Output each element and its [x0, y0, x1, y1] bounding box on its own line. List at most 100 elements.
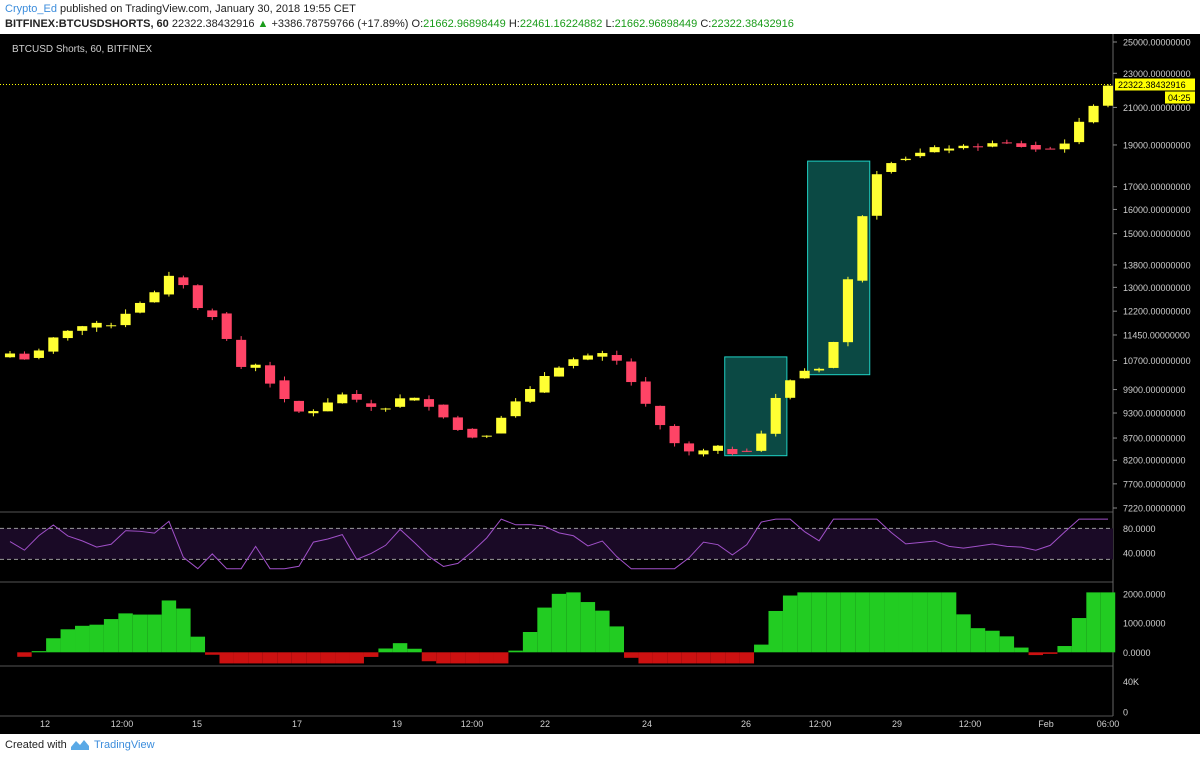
created-with-label: Created with	[5, 739, 67, 751]
histogram-bar	[710, 652, 726, 664]
y-tick-label: 13800.00000000	[1123, 260, 1191, 270]
candle-body	[568, 359, 579, 366]
y-tick-label: 16000.00000000	[1123, 205, 1191, 215]
histogram-bar	[551, 593, 567, 653]
price-chart[interactable]: 80.0000 40.0000 2000.0000 1000.0000 0.0000 4…	[0, 34, 1200, 734]
candle-body	[409, 397, 420, 401]
candle-body	[467, 428, 478, 438]
histogram-bar	[826, 592, 841, 653]
tradingview-brand[interactable]: TradingView	[94, 739, 155, 751]
y-tick-label: 11450.00000000	[1123, 330, 1190, 340]
candle-body	[351, 393, 362, 400]
histogram-bar	[75, 625, 90, 653]
rsi-band-fill	[0, 528, 1113, 560]
candle-body	[886, 163, 897, 172]
histogram-bar	[566, 592, 581, 653]
histogram-bar	[999, 636, 1015, 653]
candle-body	[496, 417, 507, 434]
histogram-bar	[1100, 592, 1116, 653]
candle-body	[48, 337, 59, 352]
histogram-bar	[378, 648, 393, 653]
candle-body	[337, 394, 348, 404]
candle-body	[842, 279, 854, 343]
candle-body	[1030, 144, 1041, 150]
histogram-bar	[262, 652, 278, 664]
candle-body	[221, 313, 232, 339]
candle-body	[655, 405, 666, 426]
candle-body	[33, 350, 44, 358]
candle-body	[799, 370, 810, 379]
histogram-bar	[941, 592, 957, 653]
low-label: L:	[605, 18, 615, 30]
histogram-bar	[681, 652, 697, 664]
candle-body	[626, 361, 637, 383]
x-tick-label: 24	[642, 719, 652, 729]
histogram-bar	[407, 648, 422, 653]
x-tick-label: 29	[892, 719, 902, 729]
candle-body	[134, 302, 146, 313]
candle-body	[178, 277, 189, 286]
candle-body	[929, 147, 940, 153]
time-axis[interactable]: 12 12:00 15 17 19 12:00 22 24 26 12:00 29 12:00 Feb 0…	[40, 719, 1119, 729]
histogram-bar	[725, 652, 740, 664]
histogram-bar	[176, 608, 191, 653]
histogram-bar	[1042, 652, 1058, 654]
tradingview-logo-icon[interactable]	[70, 738, 90, 752]
y-tick-label: 8200.00000000	[1123, 456, 1186, 466]
candle-body	[1001, 142, 1012, 144]
price-axis[interactable]: 25000.00000000 23000.00000000 21000.000000…	[1113, 38, 1195, 514]
histogram-bar	[595, 610, 610, 653]
candle-body	[192, 285, 203, 309]
histogram-tick-label: 0.0000	[1123, 648, 1151, 658]
candle-body	[77, 326, 88, 331]
candle-body	[279, 380, 290, 400]
histogram-bar	[363, 652, 379, 657]
x-tick-label: 12:00	[809, 719, 832, 729]
author-link[interactable]: Crypto_Ed	[5, 3, 57, 15]
candle-body	[250, 364, 261, 368]
candle-body	[1088, 105, 1099, 123]
histogram-bar	[898, 592, 913, 653]
histogram-bar	[667, 652, 682, 664]
candle-body	[683, 443, 695, 452]
candle-body	[539, 376, 550, 393]
histogram-bar	[436, 652, 451, 664]
last-price: 22322.38432916	[171, 18, 255, 30]
y-tick-label: 19000.00000000	[1123, 140, 1191, 150]
candle-body	[207, 310, 218, 318]
candle-body	[785, 380, 796, 398]
histogram-tick-label: 2000.0000	[1123, 589, 1166, 599]
y-tick-label: 23000.00000000	[1123, 69, 1191, 79]
x-tick-label: Feb	[1038, 719, 1054, 729]
histogram-bar	[450, 652, 466, 664]
histogram-bar	[912, 592, 928, 653]
histogram-bar	[696, 652, 711, 664]
histogram-bar	[739, 652, 755, 664]
rsi-tick-label: 80.0000	[1123, 524, 1156, 534]
volume-tick-label: 0	[1123, 708, 1128, 718]
x-tick-label: 22	[540, 719, 550, 729]
candle-body	[915, 152, 926, 157]
candle-body	[900, 158, 911, 161]
candle-body	[640, 381, 651, 404]
candle-body	[366, 403, 377, 407]
histogram-bar	[335, 652, 350, 664]
open-value: 21662.96898449	[423, 18, 506, 30]
histogram-bar	[652, 652, 668, 664]
histogram-bar	[118, 613, 133, 653]
high-label: H:	[508, 18, 520, 30]
y-tick-label: 15000.00000000	[1123, 229, 1191, 239]
y-tick-label: 17000.00000000	[1123, 182, 1191, 192]
y-tick-label: 8700.00000000	[1123, 434, 1186, 444]
histogram-bar	[219, 652, 234, 664]
rsi-tick-label: 40.0000	[1123, 549, 1156, 559]
candle-body	[264, 365, 276, 384]
candle-body	[510, 401, 521, 417]
candle-body	[438, 404, 449, 418]
histogram-bar	[985, 630, 1000, 653]
candle-body	[1059, 143, 1070, 150]
histogram-bar	[537, 607, 552, 653]
candle-body	[698, 450, 709, 455]
candle-body	[120, 313, 131, 326]
chart-area[interactable]: 80.0000 40.0000 2000.0000 1000.0000 0.0000 4…	[0, 34, 1200, 734]
